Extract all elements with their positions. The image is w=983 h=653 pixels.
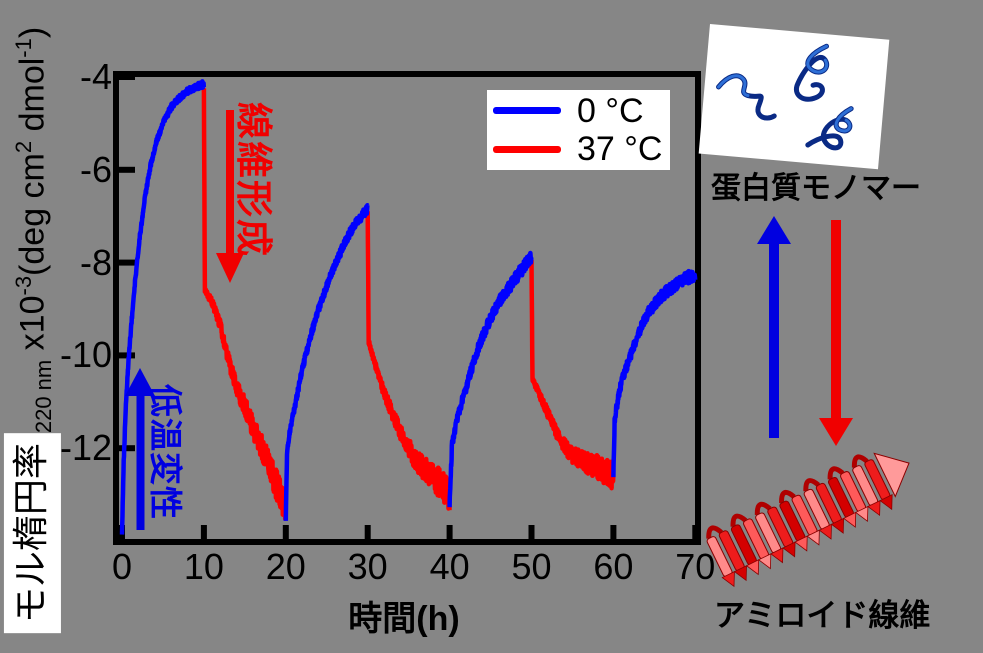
y-axis-title-unit2: dmol [13, 57, 52, 141]
fibril-formation-arrow-icon [216, 110, 244, 283]
x-tick-mark [692, 525, 699, 539]
x-tick-label: 60 [593, 546, 634, 587]
fibril-hairpin-loop [851, 454, 869, 468]
fibril-hairpin-loop [754, 501, 772, 515]
fibril-strand-arrowhead [733, 565, 747, 582]
legend-item-37c: 37 °C [493, 131, 670, 167]
amyloid-fibril-icon [706, 452, 910, 588]
fibril-strand-arrowhead [745, 559, 760, 576]
y-tick-label: -12 [59, 427, 112, 469]
y-tick-label: -8 [79, 241, 112, 283]
x-tick-label: 70 [675, 546, 716, 587]
fibril-hairpin-loop [803, 478, 821, 492]
fibril-hairpin-loop [827, 466, 845, 480]
fibril-strand-arrowhead [770, 547, 784, 564]
fibril-strand-arrowhead [806, 529, 820, 546]
fibril-strand-arrowhead [757, 553, 772, 570]
y-tick-mark [119, 259, 135, 266]
y-axis-title-main: モル楕円率 [4, 433, 62, 634]
fibril-end-arrowhead [873, 452, 910, 498]
x-tick-mark [364, 525, 371, 539]
amyloid-fibril-label: アミロイド線維 [714, 598, 931, 633]
plot-frame [113, 71, 701, 545]
cold-denaturation-arrow-icon [125, 368, 155, 530]
y-tick-label: -10 [59, 334, 112, 376]
y-axis-title: モル楕円率220 nm x10-3(deg cm2 dmol-1) [4, 26, 64, 634]
series-curve-37°C [529, 259, 616, 491]
x-tick-label: 0 [111, 546, 133, 587]
y-tick-mark [119, 445, 135, 452]
series-curve-0°C [283, 202, 370, 521]
x-tick-label: 20 [265, 546, 306, 587]
x-axis-title: 時間(h) [348, 600, 460, 638]
legend-box: 0 °C 37 °C [487, 90, 670, 170]
y-axis-title-cm-exp: 2 [10, 140, 36, 154]
x-tick-mark [446, 525, 453, 539]
series-curve-0°C [611, 268, 698, 478]
y-tick-label: -6 [79, 148, 112, 190]
fibril-strand-arrowhead [782, 541, 796, 558]
legend-line-red [493, 145, 561, 153]
y-axis-title-dmol-exp: -1 [10, 38, 36, 58]
legend-item-0c: 0 °C [493, 93, 670, 129]
legend-line-blue [493, 107, 561, 115]
x-tick-label: 40 [429, 546, 470, 587]
y-tick-mark [119, 166, 135, 173]
series-curve-37°C [201, 88, 288, 522]
protein-monomer-squiggles-icon [716, 43, 854, 151]
y-axis-title-mult: x10 [13, 295, 52, 360]
fibril-hairpin-loop [730, 513, 748, 527]
x-tick-label: 30 [347, 546, 388, 587]
x-tick-mark [200, 525, 207, 539]
fibril-strand-arrowhead [867, 499, 881, 517]
protein-monomer-label: 蛋白質モノマー [711, 172, 921, 205]
fibril-hairpin-loop [779, 489, 796, 504]
series-curve-0°C [119, 79, 207, 535]
y-tick-label: -4 [79, 56, 112, 97]
fibril-strand-arrowhead [721, 570, 735, 588]
fibril-strand-arrowhead [830, 517, 845, 534]
y-axis-title-mult-exp: -3 [10, 275, 36, 296]
monomer-to-fibril-down-arrow-icon [819, 220, 853, 446]
series-curve-0°C [447, 250, 534, 508]
x-tick-mark [282, 525, 289, 539]
legend-label-37c: 37 °C [577, 130, 663, 169]
y-axis-title-close-paren: ) [13, 26, 52, 39]
legend-label-0c: 0 °C [577, 91, 644, 130]
fibril-strand-arrowhead [842, 511, 857, 528]
protein-monomer-panel [698, 24, 890, 170]
fibril-hairpin-loop [706, 525, 724, 539]
fibril-strand-arrowhead [879, 494, 893, 511]
x-tick-label: 50 [511, 546, 552, 587]
y-axis-title-unit: (deg cm [13, 153, 52, 276]
fibril-strand-arrowhead [818, 523, 832, 540]
y-axis-title-subscript: 220 nm [31, 359, 57, 434]
series-curve-37°C [365, 211, 452, 511]
x-tick-mark [528, 525, 535, 539]
fibril-to-monomer-up-arrow-icon [757, 216, 791, 438]
x-tick-label: 10 [183, 546, 224, 587]
fibril-strand-arrowhead [854, 505, 869, 522]
fibril-strand-arrowhead [794, 535, 808, 552]
y-tick-mark [119, 74, 135, 80]
x-tick-mark [610, 525, 617, 539]
